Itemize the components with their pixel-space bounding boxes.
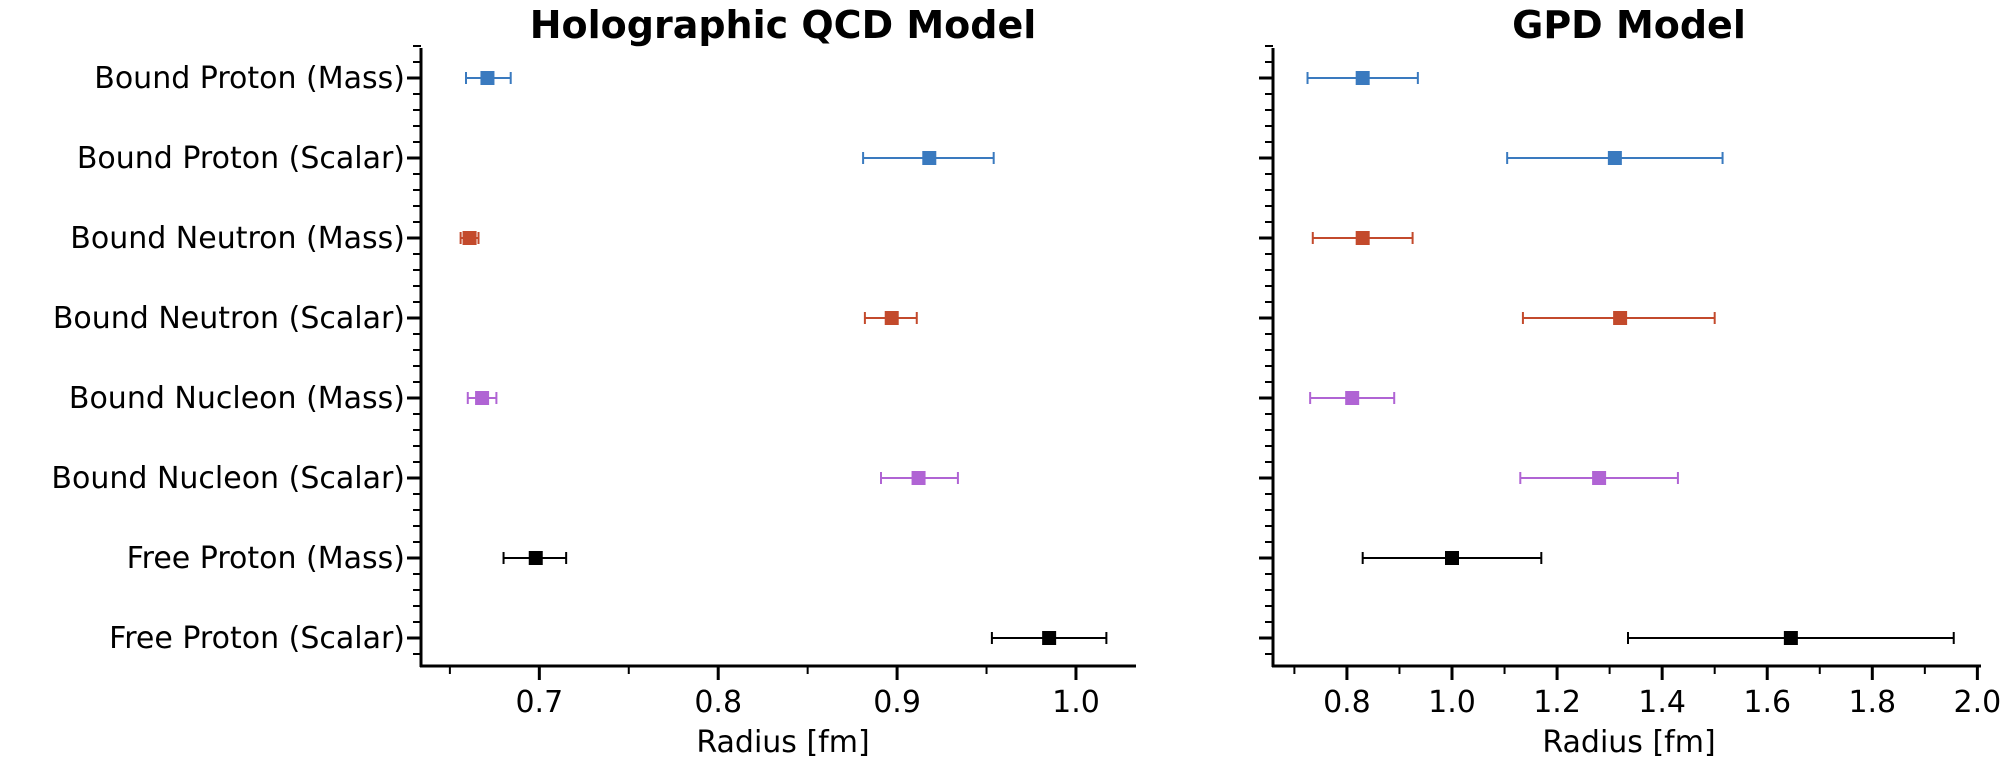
data-point-marker — [528, 551, 543, 565]
x-tick-label: 1.8 — [1848, 685, 1896, 720]
data-point-marker — [1613, 311, 1628, 325]
chart-title: Holographic QCD Model — [530, 3, 1037, 47]
data-point-marker — [1607, 151, 1622, 165]
y-tick-label: Free Proton (Mass) — [127, 541, 405, 576]
data-point-marker — [884, 311, 899, 325]
data-point-marker — [1445, 551, 1459, 565]
chart-title: GPD Model — [1512, 3, 1746, 47]
data-point-marker — [1355, 231, 1370, 245]
y-tick-label: Bound Nucleon (Scalar) — [51, 461, 405, 496]
y-tick-label: Bound Neutron (Mass) — [70, 221, 405, 256]
y-tick-label: Bound Nucleon (Mass) — [69, 381, 405, 416]
data-point-marker — [922, 151, 937, 165]
x-tick-label: 1.4 — [1638, 685, 1686, 720]
y-tick-label: Bound Proton (Mass) — [94, 61, 405, 96]
data-point-marker — [1042, 631, 1057, 645]
y-tick-label: Bound Proton (Scalar) — [77, 141, 405, 176]
x-tick-label: 0.8 — [1323, 685, 1371, 720]
x-axis-label: Radius [fm] — [1542, 725, 1715, 759]
data-point-marker — [1355, 71, 1370, 85]
x-axis-label: Radius [fm] — [696, 725, 869, 759]
x-tick-label: 0.9 — [873, 685, 921, 720]
y-tick-label: Bound Neutron (Scalar) — [53, 301, 405, 336]
x-tick-label: 1.0 — [1052, 685, 1100, 720]
data-point-marker — [462, 231, 477, 245]
x-tick-label: 1.6 — [1743, 685, 1791, 720]
x-tick-label: 2.0 — [1954, 685, 2002, 720]
x-tick-label: 0.8 — [694, 685, 742, 720]
data-point-marker — [911, 471, 926, 485]
y-tick-label: Free Proton (Scalar) — [109, 621, 405, 656]
x-tick-label: 1.2 — [1533, 685, 1581, 720]
holographic-qcd-panel: Holographic QCD Model Radius [fm] Bound … — [51, 3, 1136, 759]
x-tick-label: 0.7 — [515, 685, 563, 720]
data-point-marker — [475, 391, 490, 405]
data-point-marker — [1783, 631, 1798, 645]
data-point-marker — [1345, 391, 1360, 405]
data-point-marker — [1592, 471, 1607, 485]
data-point-marker — [480, 71, 495, 85]
x-tick-label: 1.0 — [1428, 685, 1476, 720]
gpd-panel: GPD Model Radius [fm] 0.8 1.0 1.2 1.4 1.6 1.8… — [1259, 3, 2001, 759]
